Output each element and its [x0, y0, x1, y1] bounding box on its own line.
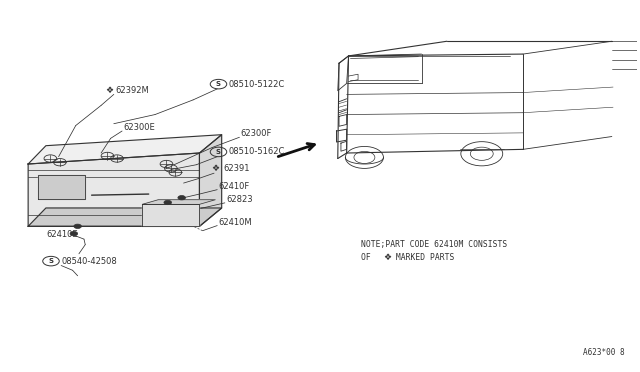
Text: 62392M: 62392M — [116, 86, 150, 95]
Text: OF: OF — [361, 253, 376, 262]
Polygon shape — [142, 200, 215, 204]
Text: 62300F: 62300F — [241, 129, 272, 138]
Polygon shape — [28, 135, 221, 164]
Text: 62300E: 62300E — [124, 123, 155, 132]
Text: 62823: 62823 — [226, 195, 253, 205]
Circle shape — [74, 224, 81, 228]
Circle shape — [164, 200, 172, 205]
Text: S: S — [216, 81, 221, 87]
Text: 08510-5162C: 08510-5162C — [228, 147, 285, 156]
Polygon shape — [28, 208, 221, 226]
Text: S: S — [49, 258, 54, 264]
Text: 08540-42508: 08540-42508 — [61, 257, 117, 266]
Text: ❖: ❖ — [106, 86, 113, 95]
Text: MARKED PARTS: MARKED PARTS — [391, 253, 454, 262]
Text: 08510-5122C: 08510-5122C — [228, 80, 285, 89]
Polygon shape — [142, 204, 200, 226]
Text: 62410M: 62410M — [218, 218, 252, 227]
Text: 62410F: 62410F — [218, 182, 250, 191]
Circle shape — [178, 196, 186, 200]
Text: S: S — [216, 149, 221, 155]
Text: NOTE;PART CODE 62410M CONSISTS: NOTE;PART CODE 62410M CONSISTS — [361, 240, 508, 249]
Text: ❖: ❖ — [383, 253, 392, 262]
Polygon shape — [200, 135, 221, 226]
Text: 62410E: 62410E — [46, 230, 77, 239]
Polygon shape — [38, 175, 85, 199]
Circle shape — [70, 231, 77, 236]
Text: ❖: ❖ — [211, 164, 220, 173]
Text: 62391: 62391 — [223, 164, 250, 173]
Text: A623*00 8: A623*00 8 — [583, 348, 625, 357]
Polygon shape — [28, 153, 200, 226]
